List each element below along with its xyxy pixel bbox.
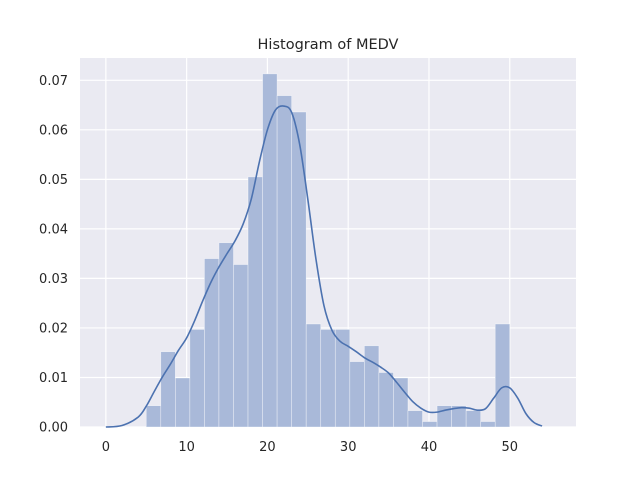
histogram-bar: [262, 73, 278, 428]
histogram-bar: [378, 372, 394, 428]
histogram-bar: [175, 377, 191, 428]
y-tick-label: 0.02: [39, 321, 68, 336]
histogram-bar: [407, 410, 423, 428]
histogram-bars: [145, 73, 511, 428]
histogram-bar: [160, 351, 176, 428]
x-tick-label: 50: [501, 440, 518, 455]
histogram-bar: [364, 345, 380, 428]
histogram-bar: [233, 264, 249, 428]
y-tick-label: 0.00: [39, 421, 68, 436]
histogram-bar: [422, 421, 438, 428]
histogram-bar: [320, 329, 336, 428]
histogram-bar: [305, 323, 322, 428]
histogram-bar: [494, 323, 511, 428]
histogram-bar: [276, 95, 292, 428]
x-tick-label: 10: [178, 440, 195, 455]
x-tick-label: 0: [102, 440, 110, 455]
histogram-bar: [204, 258, 220, 428]
histogram-bar: [480, 421, 496, 428]
kde-curve: [105, 105, 543, 428]
histogram-bar: [393, 377, 409, 428]
histogram-bar: [465, 410, 481, 428]
y-tick-label: 0.06: [39, 123, 68, 138]
x-tick-label: 30: [340, 440, 357, 455]
y-tick-label: 0.07: [39, 74, 68, 89]
histogram-bar: [145, 405, 162, 428]
histogram-bar: [247, 176, 263, 428]
y-tick-label: 0.05: [39, 173, 68, 188]
histogram-bar: [291, 111, 307, 428]
y-tick-label: 0.03: [39, 272, 68, 287]
y-tick-label: 0.04: [39, 222, 68, 237]
histogram-bar: [189, 329, 205, 428]
histogram-bar: [218, 242, 234, 428]
y-tick-label: 0.01: [39, 371, 68, 386]
x-axis-ticks: 0 10 20 30 40 50: [102, 440, 518, 455]
y-axis-ticks: 0.00 0.01 0.02 0.03 0.04 0.05 0.06 0.07: [39, 74, 68, 436]
chart-title: Histogram of MEDV: [258, 37, 399, 53]
x-tick-label: 40: [421, 440, 438, 455]
histogram-bar: [349, 361, 365, 428]
x-tick-label: 20: [259, 440, 276, 455]
